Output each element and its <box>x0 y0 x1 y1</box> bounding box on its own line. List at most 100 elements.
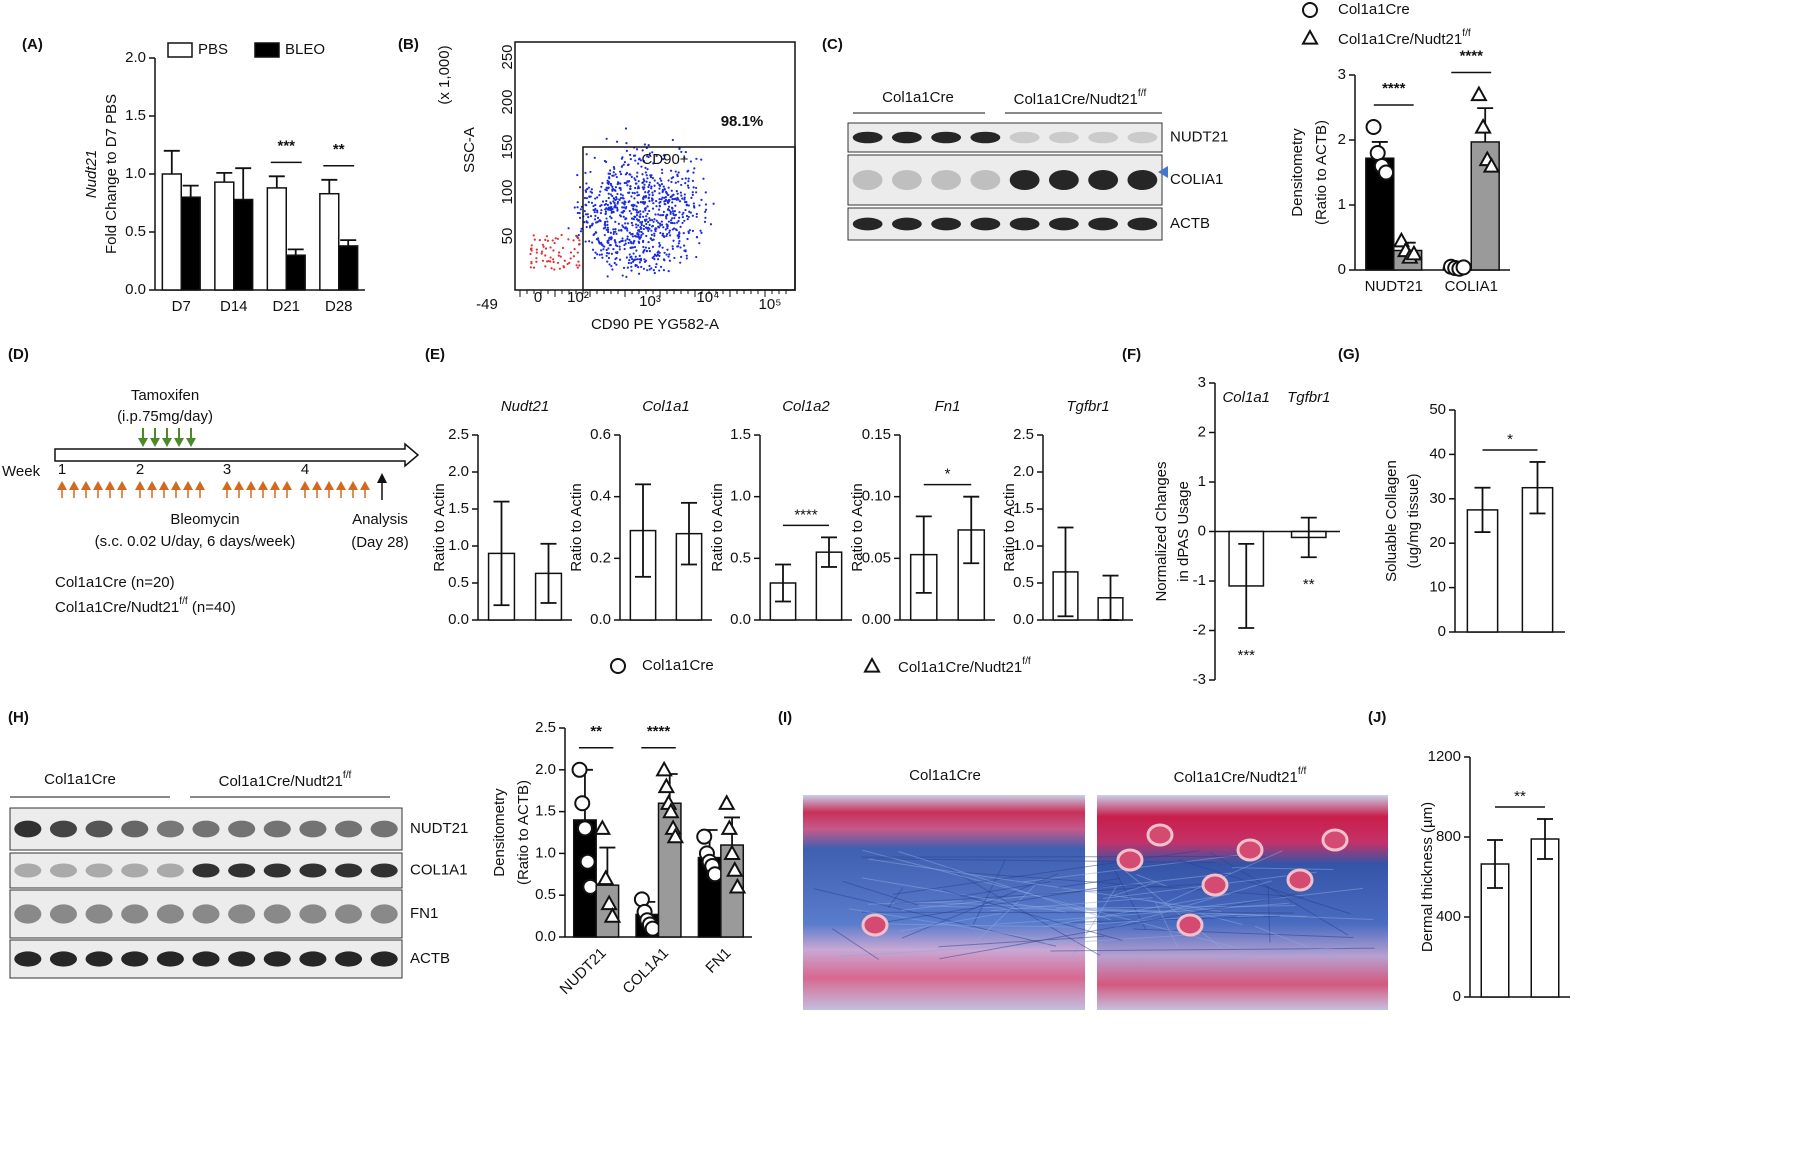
event-dot <box>639 259 643 262</box>
event-dot <box>606 208 609 211</box>
text-part: (n=40) <box>188 599 236 616</box>
band <box>156 820 184 838</box>
bar <box>180 196 201 291</box>
event-dot <box>646 212 649 215</box>
event-dot <box>636 258 639 261</box>
event-dot <box>637 272 641 275</box>
event-dot <box>629 184 632 188</box>
event-dot <box>650 233 654 236</box>
event-dot <box>631 246 635 249</box>
event-dot <box>628 238 631 242</box>
point <box>666 827 685 844</box>
event-dot <box>650 185 653 188</box>
event-dot <box>635 205 638 208</box>
y-axis-label: (x 1,000) <box>436 45 453 104</box>
timeline-arrow <box>54 442 420 468</box>
hair-follicle <box>1321 828 1349 852</box>
point <box>728 877 747 894</box>
band <box>1048 217 1079 231</box>
event-dot <box>619 193 623 196</box>
event-dot <box>550 267 553 270</box>
event-dot <box>585 197 589 200</box>
event-dot <box>637 201 640 205</box>
band <box>891 170 922 190</box>
event-dot <box>698 242 701 245</box>
event-dot <box>614 220 617 223</box>
event-dot <box>681 221 684 225</box>
event-dot <box>613 188 616 192</box>
event-dot <box>618 186 621 190</box>
y-tick-label: 0 <box>1198 522 1206 539</box>
event-dot <box>671 247 675 251</box>
event-dot <box>607 176 611 179</box>
y-tick-label: 400 <box>1436 908 1461 925</box>
event-dot <box>679 246 682 249</box>
event-dot <box>669 195 672 199</box>
event-dot <box>604 210 608 213</box>
event-dot <box>648 268 651 271</box>
event-dot <box>660 214 664 217</box>
event-dot <box>642 160 646 163</box>
event-dot <box>588 225 592 228</box>
event-dot <box>625 217 628 220</box>
event-dot <box>644 191 647 194</box>
event-dot <box>651 194 654 197</box>
event-dot <box>612 228 615 231</box>
band <box>1127 217 1158 231</box>
y-axis-label: Normalized Changes <box>1153 461 1170 601</box>
event-dot <box>620 229 623 232</box>
event-dot <box>671 245 674 248</box>
event-dot <box>689 160 692 163</box>
legend-label: Col1a1Cre/Nudt21f/f <box>898 656 1031 676</box>
collagen-fiber <box>1208 851 1349 936</box>
event-dot <box>682 211 685 214</box>
event-dot <box>670 206 674 209</box>
band <box>14 951 42 967</box>
y-axis-label: Ratio to Actin <box>431 483 448 571</box>
event-dot <box>684 177 687 180</box>
event-dot <box>590 201 594 204</box>
event-dot <box>618 245 621 248</box>
event-dot <box>669 212 672 215</box>
event-dot <box>704 203 708 206</box>
event-dot <box>647 241 650 244</box>
point <box>1365 119 1382 135</box>
event-dot <box>616 250 619 254</box>
collagen-fiber <box>942 889 1123 942</box>
event-dot <box>653 190 656 193</box>
bar <box>214 181 235 291</box>
band <box>49 863 77 878</box>
event-dot <box>591 222 594 225</box>
point <box>593 819 612 835</box>
x-tick-label: Tgfbr1 <box>1287 389 1330 406</box>
event-dot <box>608 172 612 175</box>
event-dot <box>678 200 682 203</box>
bar <box>595 884 620 938</box>
x-tick-label: 0 <box>534 289 542 306</box>
bleomycin-arrowhead <box>360 481 370 490</box>
event-dot <box>622 206 626 209</box>
text-part: Col1a1Cre/Nudt21 <box>1174 769 1298 786</box>
event-dot <box>623 247 626 251</box>
event-dot <box>653 271 656 275</box>
event-dot <box>614 228 617 231</box>
event-dot <box>546 239 550 242</box>
event-dot <box>601 256 604 259</box>
event-dot <box>665 217 668 220</box>
event-dot <box>684 208 687 212</box>
event-dot <box>605 254 608 257</box>
band <box>335 904 363 924</box>
event-dot <box>545 235 549 238</box>
event-dot <box>588 240 591 243</box>
event-dot <box>613 261 616 265</box>
event-dot <box>668 229 671 232</box>
event-dot <box>676 174 679 178</box>
event-dot <box>607 239 610 242</box>
event-dot <box>600 249 603 252</box>
event-dot <box>648 264 651 268</box>
bleomycin-arrowhead <box>270 481 280 490</box>
event-dot <box>612 211 615 214</box>
event-dot <box>577 243 581 246</box>
event-dot <box>614 173 617 176</box>
event-dot <box>561 246 565 250</box>
